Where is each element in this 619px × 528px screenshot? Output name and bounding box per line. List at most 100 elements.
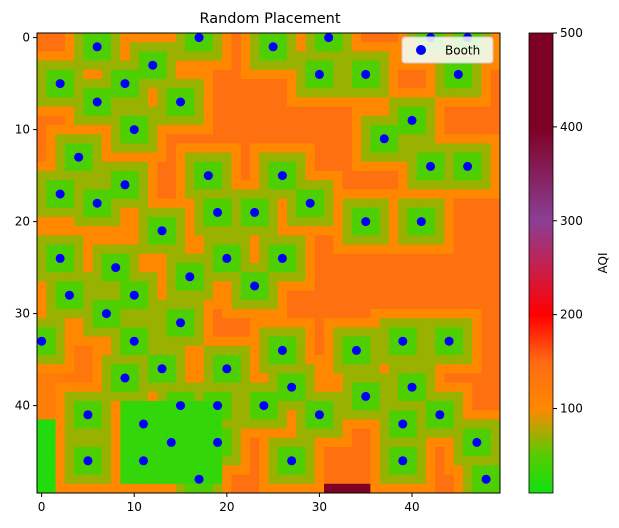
heatmap-cell <box>240 60 251 71</box>
heatmap-cell <box>185 483 195 494</box>
heatmap-cell <box>277 410 288 420</box>
heatmap-cell <box>166 447 177 457</box>
heatmap-cell <box>398 263 408 273</box>
heatmap-cell <box>101 207 112 218</box>
heatmap-cell <box>435 189 445 199</box>
booth-point <box>157 226 167 236</box>
booth-point <box>129 125 139 135</box>
heatmap-cell <box>472 290 482 301</box>
heatmap-cell <box>370 152 381 163</box>
heatmap-cell <box>481 189 492 199</box>
heatmap-cell <box>370 198 381 209</box>
heatmap-cell <box>222 401 232 411</box>
heatmap-cell <box>444 217 455 227</box>
heatmap-cell <box>324 364 334 374</box>
booth-point <box>287 456 297 466</box>
heatmap-cell <box>138 33 149 43</box>
heatmap-cell <box>74 410 84 420</box>
heatmap-cell <box>342 281 353 291</box>
heatmap-cell <box>296 60 306 71</box>
heatmap-cell <box>120 198 130 209</box>
heatmap-cell <box>351 198 362 209</box>
heatmap-cell <box>296 437 306 448</box>
heatmap-cell <box>37 364 47 374</box>
heatmap-cell <box>361 382 371 393</box>
heatmap-cell <box>342 198 353 209</box>
heatmap-cell <box>333 79 343 89</box>
heatmap-cell <box>194 355 205 365</box>
heatmap-cell <box>222 171 232 181</box>
heatmap-cell <box>333 60 343 71</box>
heatmap-cell <box>138 345 149 356</box>
heatmap-cell <box>444 207 455 218</box>
heatmap-cell <box>351 235 362 245</box>
heatmap-cell <box>361 207 371 218</box>
heatmap-cell <box>212 171 223 181</box>
heatmap-cell <box>175 51 186 61</box>
heatmap-cell <box>342 355 353 365</box>
heatmap-cell <box>231 290 242 301</box>
heatmap-cell <box>324 125 334 135</box>
heatmap-cell <box>481 345 492 356</box>
heatmap-cell <box>435 401 445 411</box>
heatmap-cell <box>74 217 84 227</box>
heatmap-cell <box>111 345 121 356</box>
heatmap-cell <box>55 217 66 227</box>
heatmap-cell <box>185 355 195 365</box>
heatmap-cell <box>222 336 232 347</box>
heatmap-cell <box>240 42 251 52</box>
heatmap-cell <box>203 42 214 52</box>
heatmap-cell <box>333 327 343 337</box>
heatmap-cell <box>490 134 501 144</box>
heatmap-cell <box>157 253 168 264</box>
heatmap-cell <box>287 309 297 319</box>
heatmap-cell <box>74 290 84 301</box>
heatmap-cell <box>388 290 399 301</box>
heatmap-cell <box>472 79 482 89</box>
heatmap-cell <box>444 263 455 273</box>
heatmap-cell <box>240 97 251 107</box>
heatmap-cell <box>361 97 371 107</box>
heatmap-cell <box>111 474 121 485</box>
heatmap-cell <box>305 474 316 485</box>
heatmap-cell <box>194 79 205 89</box>
heatmap-cell <box>416 143 427 153</box>
heatmap-cell <box>120 115 130 126</box>
heatmap-cell <box>379 198 390 209</box>
heatmap-cell <box>342 447 353 457</box>
heatmap-cell <box>379 79 390 89</box>
heatmap-cell <box>361 115 371 126</box>
heatmap-cell <box>481 272 492 282</box>
heatmap-cell <box>388 465 399 475</box>
heatmap-cell <box>74 336 84 347</box>
heatmap-cell <box>64 483 75 494</box>
heatmap-cell <box>453 419 464 429</box>
heatmap-cell <box>148 336 158 347</box>
heatmap-cell <box>305 373 316 383</box>
heatmap-cell <box>203 143 214 153</box>
heatmap-cell <box>481 88 492 98</box>
heatmap-cell <box>157 373 168 383</box>
heatmap-cell <box>287 253 297 264</box>
heatmap-cell <box>222 134 232 144</box>
heatmap-cell <box>222 309 232 319</box>
heatmap-cell <box>407 474 418 485</box>
heatmap-cell <box>333 69 343 80</box>
heatmap-cell <box>425 198 436 209</box>
heatmap-cell <box>194 171 205 181</box>
heatmap-cell <box>333 355 343 365</box>
heatmap-cell <box>83 345 93 356</box>
heatmap-cell <box>351 401 362 411</box>
heatmap-cell <box>64 345 75 356</box>
heatmap-cell <box>361 235 371 245</box>
heatmap-cell <box>490 401 501 411</box>
heatmap-cell <box>212 143 223 153</box>
heatmap-cell <box>342 401 353 411</box>
booth-point <box>83 456 93 466</box>
heatmap-cell <box>481 106 492 117</box>
heatmap-cell <box>324 437 334 448</box>
heatmap-cell <box>175 419 186 429</box>
heatmap-cell <box>351 33 362 43</box>
heatmap-cell <box>296 290 306 301</box>
heatmap-cell <box>296 235 306 245</box>
